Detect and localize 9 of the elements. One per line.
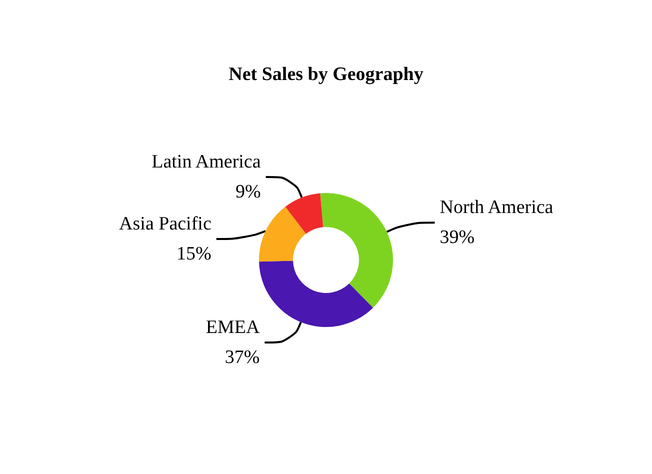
data-label: 15% xyxy=(176,244,212,265)
data-label: 37% xyxy=(224,347,260,368)
slice-label: North America xyxy=(440,197,554,218)
slice-label: EMEA xyxy=(206,317,260,338)
data-label: 9% xyxy=(235,182,261,203)
slice-label: Asia Pacific xyxy=(119,214,212,235)
slice-label: Latin America xyxy=(152,152,262,173)
data-label: 39% xyxy=(440,227,475,248)
chart-title: Net Sales by Geography xyxy=(228,64,424,85)
